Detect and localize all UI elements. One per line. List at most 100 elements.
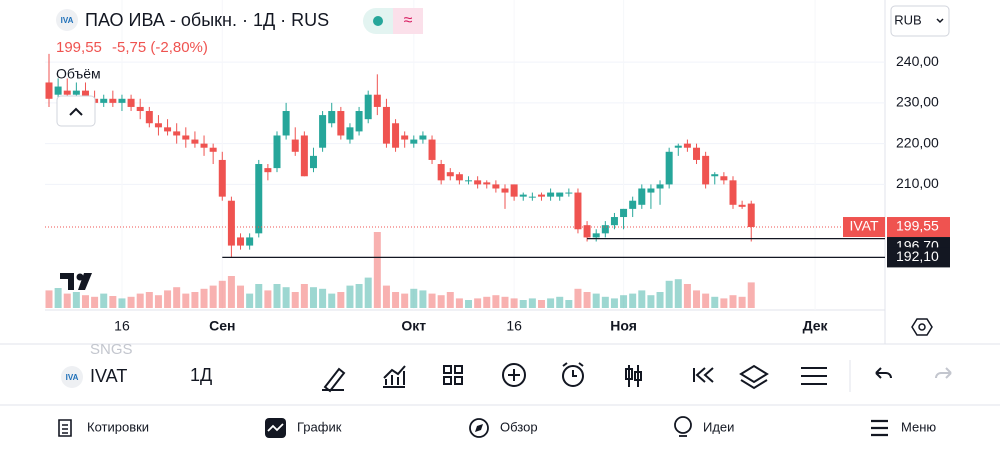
volume-bar — [118, 298, 126, 308]
x-tick-label: 16 — [506, 318, 522, 334]
candle-body — [674, 145, 682, 148]
candle-body — [154, 123, 162, 128]
nav-item[interactable]: Обзор — [500, 419, 538, 434]
candle-body — [364, 94, 372, 120]
candles-icon[interactable] — [625, 365, 642, 387]
candle-body — [656, 184, 664, 189]
indicators-icon[interactable] — [383, 365, 406, 388]
add-icon[interactable] — [502, 363, 526, 387]
settings-icon[interactable] — [911, 318, 933, 336]
candle-body — [328, 111, 336, 124]
volume-bar — [246, 293, 254, 308]
candle-body — [693, 147, 701, 160]
volume-bar — [647, 295, 655, 308]
candle-body — [702, 155, 710, 185]
currency-select[interactable] — [890, 5, 950, 37]
collapse-button[interactable] — [56, 95, 96, 127]
volume-bar — [492, 295, 500, 308]
volume-bar — [191, 292, 199, 308]
market-dot — [373, 16, 383, 26]
nav-item[interactable]: Идеи — [703, 419, 734, 434]
volume-bar — [437, 295, 445, 308]
layers-icon[interactable] — [739, 364, 769, 390]
nav-item[interactable]: Котировки — [87, 419, 149, 434]
candle-body — [282, 111, 290, 136]
candle-body — [346, 127, 354, 140]
chart-icon — [267, 423, 284, 432]
candle-body — [291, 139, 299, 152]
layouts-icon[interactable] — [443, 365, 463, 385]
volume-bar — [474, 298, 482, 308]
explore-icon[interactable] — [469, 418, 489, 438]
candle-body — [492, 184, 500, 189]
candle-body — [528, 196, 536, 198]
volume-bar — [355, 284, 363, 308]
volume-bar — [227, 276, 235, 308]
volume-bar — [702, 293, 710, 308]
candle-body — [738, 204, 746, 207]
candle-body — [556, 192, 564, 197]
candle-body — [729, 180, 737, 205]
quotes-icon[interactable] — [58, 419, 72, 437]
price: 199,55 — [56, 39, 102, 56]
candle-body — [620, 208, 628, 218]
candle-body — [683, 143, 691, 148]
volume-bar — [273, 284, 281, 308]
last-price-tag — [843, 217, 885, 238]
volume-bar — [556, 296, 564, 308]
status-pill — [393, 8, 423, 34]
menu-icon[interactable] — [871, 419, 888, 437]
candle-body — [565, 192, 573, 194]
volume-bar — [629, 293, 637, 308]
candle-body — [610, 217, 618, 226]
volume-bar — [364, 277, 372, 308]
volume-bar — [519, 300, 527, 308]
volume-bar — [81, 295, 89, 308]
candle-body — [711, 174, 719, 177]
symbol[interactable]: IVAT — [90, 366, 127, 386]
x-tick-label: Окт — [401, 318, 426, 334]
volume-bar — [346, 285, 354, 308]
draw-icon[interactable] — [322, 367, 346, 393]
candle-body — [483, 182, 491, 185]
volume-bar — [537, 300, 545, 308]
candle-body — [401, 135, 409, 140]
settings-icon[interactable] — [801, 367, 827, 385]
volume-bar — [747, 282, 755, 308]
interval[interactable]: 1Д — [190, 365, 212, 385]
candle-body — [629, 200, 637, 209]
candle-body — [264, 168, 272, 173]
volume-bar — [683, 284, 691, 308]
volume-bar — [63, 293, 71, 308]
volume-bar — [91, 296, 99, 308]
y-tick-label: 230,00 — [896, 94, 939, 110]
volume-bar — [419, 290, 427, 308]
volume-bar — [218, 280, 226, 308]
volume-bar — [145, 292, 153, 308]
candle-body — [127, 98, 135, 107]
volume-bar — [401, 293, 409, 308]
redo-icon[interactable] — [935, 367, 952, 379]
candle-body — [164, 127, 172, 132]
candle-body — [237, 237, 245, 246]
undo-icon[interactable] — [875, 367, 892, 379]
replay-icon[interactable] — [693, 367, 714, 383]
nav-item[interactable]: Меню — [901, 419, 936, 434]
volume-bar — [337, 292, 345, 308]
candle-body — [537, 194, 545, 197]
delay-icon: ≈ — [404, 12, 413, 29]
candle-body — [446, 172, 454, 177]
candle-body — [209, 147, 217, 152]
volume-bar — [601, 296, 609, 308]
candle-body — [574, 192, 582, 230]
nav-item[interactable]: График — [297, 419, 342, 434]
ideas-icon[interactable] — [674, 416, 692, 434]
x-tick-label: Дек — [803, 318, 829, 334]
plot: 240,00 230,00 220,00 210,00 16 Сен Окт 16 Ноя Дек… — [45, 0, 950, 334]
volume-bar — [465, 300, 473, 308]
y-tick-label: 240,00 — [896, 53, 939, 69]
alert-icon[interactable] — [562, 365, 584, 387]
volume-bar — [410, 288, 418, 308]
tv-logo — [60, 273, 92, 290]
